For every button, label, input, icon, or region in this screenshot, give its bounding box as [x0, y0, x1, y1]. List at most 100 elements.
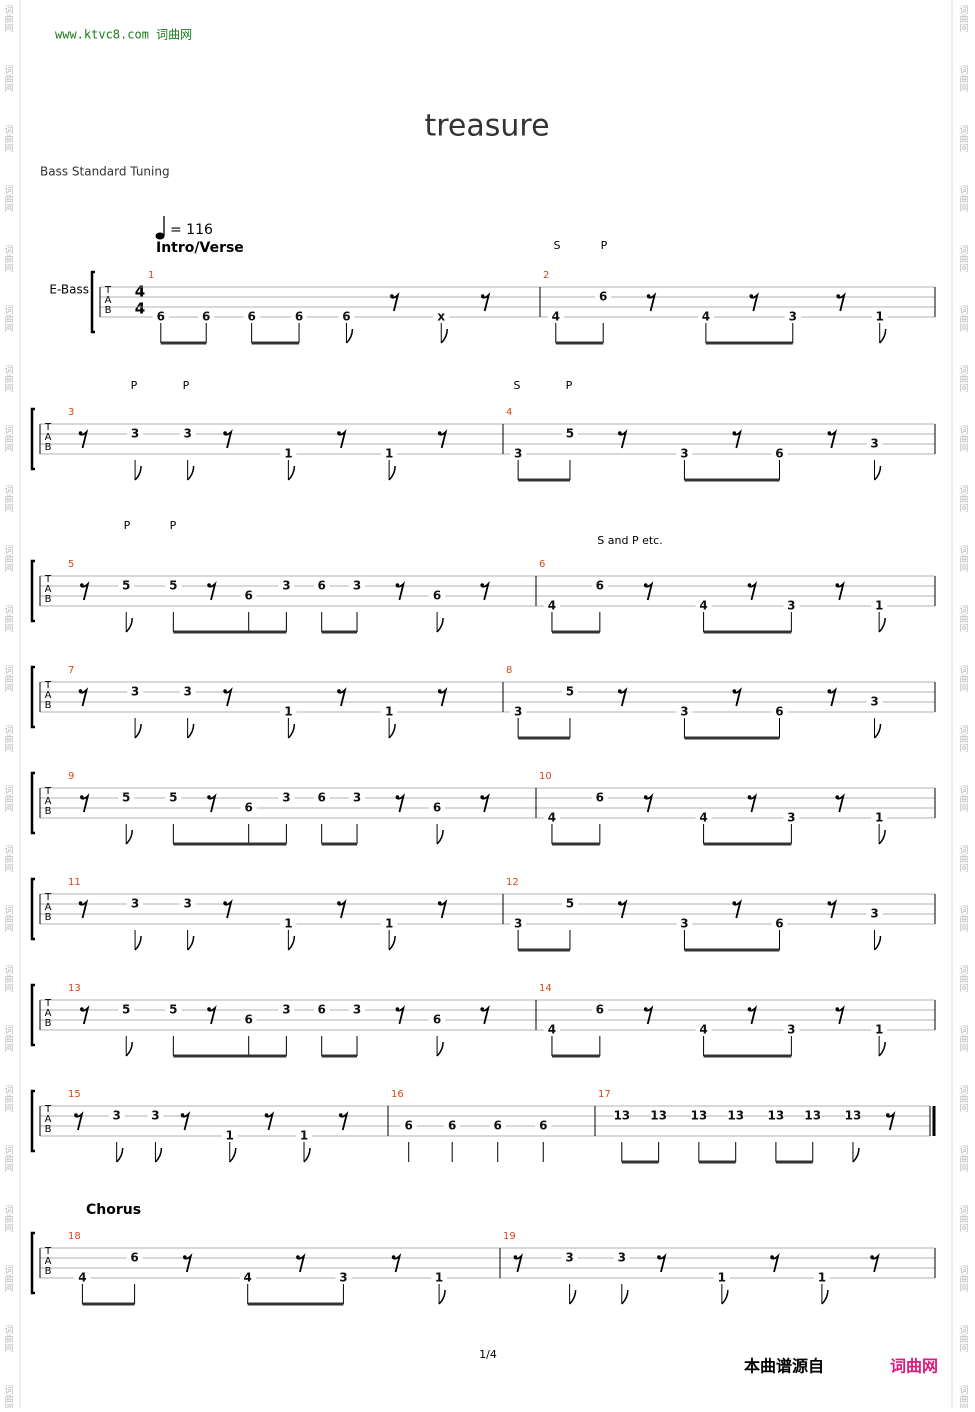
note-bg [813, 1272, 830, 1284]
flag [287, 465, 296, 481]
fret-number: 3 [183, 685, 191, 699]
fret-number: 1 [385, 917, 393, 931]
fret-number: 6 [775, 917, 783, 931]
tab-letter: T [104, 285, 112, 296]
note-bg [280, 448, 297, 460]
watermark: 词曲网 [958, 425, 969, 453]
rest [870, 1255, 874, 1259]
technique: P [124, 519, 131, 532]
note-bg [767, 1110, 784, 1122]
flag [187, 935, 195, 951]
note-bg [400, 1120, 417, 1132]
rest [80, 1007, 84, 1011]
rest [827, 689, 832, 693]
rest [223, 901, 227, 905]
watermark: 词曲网 [958, 185, 969, 213]
note-bg [118, 1004, 135, 1016]
measure-number: 3 [68, 407, 74, 418]
watermark: 词曲网 [3, 305, 14, 333]
fret-number: 1 [385, 705, 393, 719]
note-bg [695, 600, 712, 612]
rest [480, 795, 484, 799]
fret-number: 6 [157, 310, 165, 324]
section-label: Chorus [86, 1202, 141, 1218]
watermark: 词曲网 [958, 965, 969, 993]
bracket [30, 407, 35, 471]
watermark: 词曲网 [3, 185, 14, 213]
fret-number: 3 [870, 907, 878, 921]
note-bg [676, 918, 693, 930]
fret-number: 6 [775, 447, 783, 461]
fret-number: 3 [514, 447, 522, 461]
rest [747, 795, 752, 799]
fret-number: 1 [718, 1271, 726, 1285]
note-bg [561, 428, 578, 440]
fret-number: 4 [244, 1271, 252, 1285]
watermark: 词曲网 [958, 1265, 969, 1293]
tab-letter: A [45, 796, 52, 807]
flag [229, 1147, 237, 1163]
note-bg [866, 438, 883, 450]
flag [621, 1289, 629, 1305]
instrument: E-Bass [49, 283, 89, 297]
note-bg [535, 1120, 552, 1132]
rest [207, 1007, 211, 1011]
rest [836, 294, 840, 298]
fret-number: 5 [566, 685, 574, 699]
note-bg [349, 1004, 366, 1016]
note-bg [198, 311, 215, 323]
note-bg [613, 1252, 630, 1264]
rest [180, 1113, 185, 1117]
note-bg [591, 792, 608, 804]
note-bg [866, 908, 883, 920]
flag [878, 617, 886, 633]
rest [480, 583, 484, 587]
tab-letter: A [45, 432, 52, 443]
fret-number: 6 [433, 1013, 441, 1027]
fret-number: 1 [284, 705, 292, 719]
fret-number: 6 [318, 1003, 326, 1017]
fret-number: 4 [548, 599, 556, 613]
tab-letter: T [44, 422, 52, 433]
note-bg [221, 1130, 238, 1142]
rest [338, 1113, 343, 1117]
fret-number: 5 [122, 579, 130, 593]
rest [437, 901, 442, 905]
flag [125, 1041, 133, 1057]
rest [74, 1113, 78, 1117]
fret-number: 3 [113, 1109, 121, 1123]
rest [391, 1255, 396, 1259]
fret-number: 5 [169, 1003, 177, 1017]
note-bg [591, 1004, 608, 1016]
note-bg [127, 428, 144, 440]
note-bg [335, 1272, 352, 1284]
fret-number: 3 [787, 811, 795, 825]
flag [436, 617, 444, 633]
flag [116, 1147, 124, 1163]
flag [134, 723, 142, 739]
measure-number: 16 [391, 1089, 404, 1100]
note-bg [561, 1252, 578, 1264]
tab-letter: T [44, 786, 52, 797]
note-bg [126, 1252, 143, 1264]
fret-number: 1 [300, 1129, 308, 1143]
note-bg [783, 1024, 800, 1036]
note-bg [783, 600, 800, 612]
rest [747, 1007, 752, 1011]
fret-number: 13 [690, 1109, 707, 1123]
rest [643, 583, 648, 587]
flag [873, 465, 882, 481]
flag [388, 723, 396, 739]
watermark: 词曲网 [958, 725, 969, 753]
note-bg [278, 792, 295, 804]
tab-letter: B [105, 305, 112, 316]
rest [390, 294, 394, 298]
measure-number: 15 [68, 1089, 81, 1100]
rest [437, 689, 442, 693]
watermark: 词曲网 [3, 1085, 14, 1113]
technique: S [514, 379, 521, 392]
technique: S [554, 239, 561, 252]
fret-number: 5 [169, 791, 177, 805]
fret-number: 6 [596, 579, 604, 593]
note-bg [313, 1004, 330, 1016]
